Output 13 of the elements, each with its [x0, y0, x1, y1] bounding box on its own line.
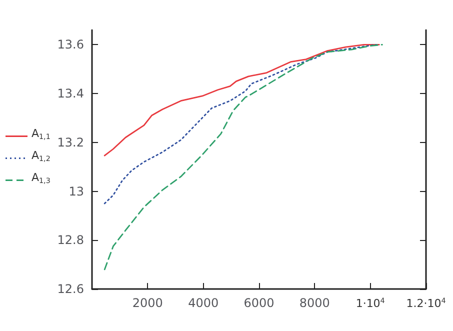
y-tick-label: 13 [68, 184, 84, 198]
x-tick-label: 8000 [299, 296, 330, 310]
line-series [104, 44, 380, 156]
y-tick-label: 12.6 [57, 282, 84, 296]
y-tick-label: 13.2 [57, 135, 84, 150]
line-series [104, 44, 383, 270]
y-tick-label: 12.8 [57, 233, 84, 248]
y-tick-label: 13.4 [57, 86, 84, 101]
line-series [104, 44, 377, 204]
y-tick-label: 13.6 [57, 38, 84, 52]
x-tick-label: 2000 [132, 296, 163, 310]
x-tick-label: 6000 [244, 296, 274, 310]
x-tick-label: 4000 [188, 296, 219, 310]
